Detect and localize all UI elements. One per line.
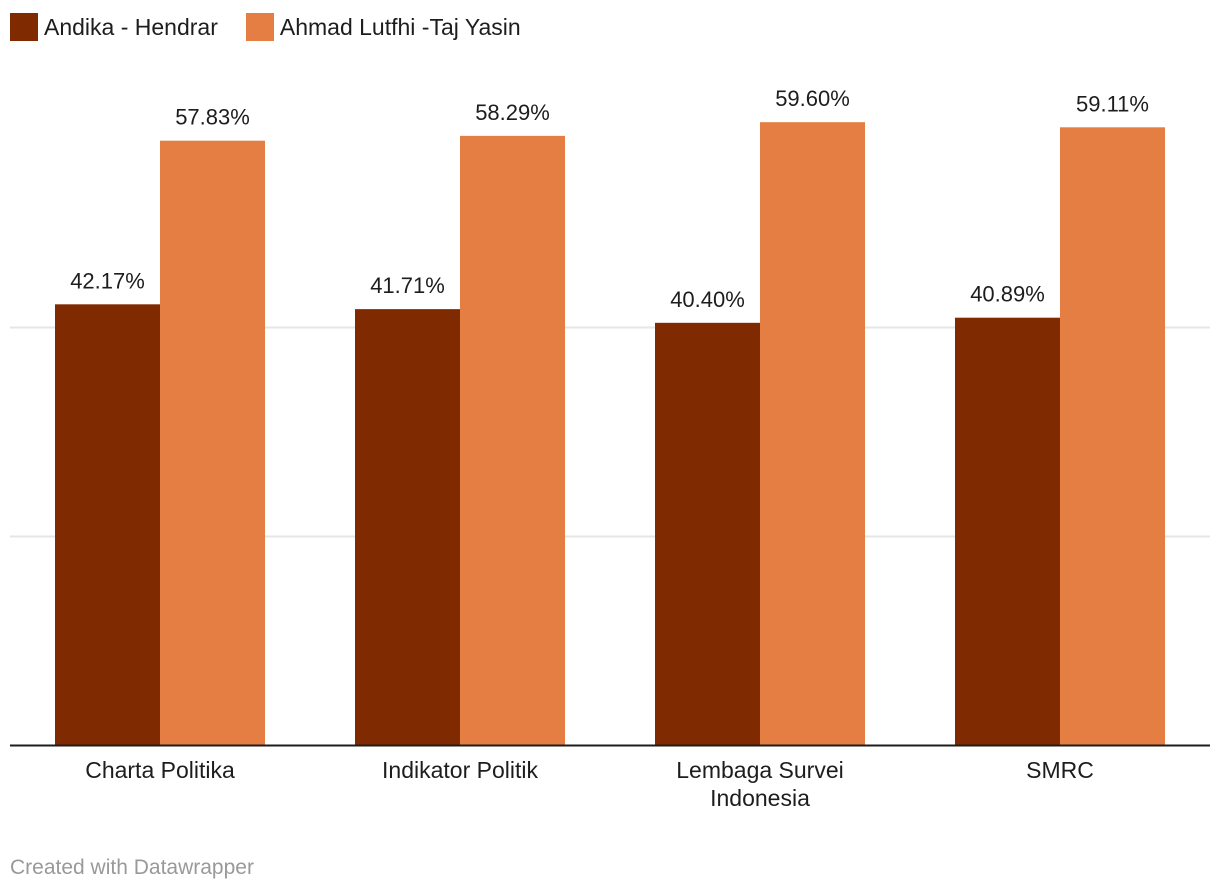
data-label: 59.60% (775, 86, 850, 111)
bar-andika-hendrar-smrc (955, 317, 1060, 745)
x-tick-label: Indikator Politik (382, 757, 538, 783)
bar-ahmad-lutfhi-taj-yasin-indikator-politik (460, 135, 565, 745)
legend-item-ahmad-lutfhi-taj-yasin: Ahmad Lutfhi -Taj Yasin (245, 13, 521, 41)
bar-chart: 42.17% 57.83% Charta Politika 41.71% 58.29% I… (10, 86, 1210, 811)
bar-andika-hendrar-indikator-politik (355, 309, 460, 745)
data-label: 59.11% (1076, 91, 1149, 116)
legend-label-ahmad-lutfhi-taj-yasin: Ahmad Lutfhi -Taj Yasin (279, 13, 521, 40)
legend-label-andika-hendrar: Andika - Hendrar (44, 13, 218, 40)
data-label: 58.29% (475, 100, 550, 125)
footer-credit: Created with Datawrapper (10, 856, 254, 879)
chart-legend: Andika - Hendrar Ahmad Lutfhi -Taj Yasin (10, 12, 549, 42)
bar-ahmad-lutfhi-taj-yasin-smrc (1060, 127, 1165, 746)
x-tick-label: Charta Politika (85, 757, 235, 783)
data-label: 41.71% (370, 273, 445, 298)
bar-ahmad-lutfhi-taj-yasin-lembaga-survei-indonesia (760, 122, 865, 746)
x-tick-label: Indonesia (710, 785, 810, 811)
legend-item-andika-hendrar: Andika - Hendrar (10, 13, 218, 41)
legend-swatch-andika-hendrar (10, 13, 38, 41)
data-label: 42.17% (70, 268, 145, 293)
data-label: 57.83% (175, 105, 250, 130)
bar-andika-hendrar-charta-politika (55, 304, 160, 745)
x-tick-label: SMRC (1026, 757, 1094, 783)
legend-swatch-ahmad-lutfhi-taj-yasin (245, 13, 274, 41)
bar-ahmad-lutfhi-taj-yasin-charta-politika (160, 140, 265, 745)
data-label: 40.40% (670, 287, 745, 312)
data-label: 40.89% (970, 282, 1045, 307)
x-tick-label: Lembaga Survei (676, 757, 844, 783)
bar-andika-hendrar-lembaga-survei-indonesia (655, 322, 760, 745)
